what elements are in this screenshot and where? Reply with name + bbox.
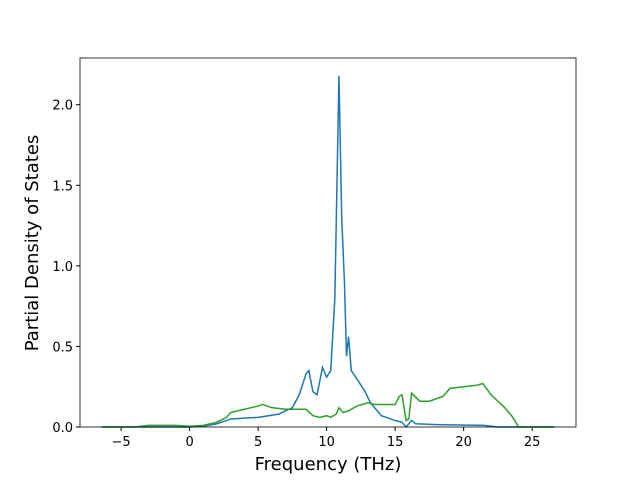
y-axis-label: Partial Density of States <box>22 135 43 352</box>
y-tick-label: 0.5 <box>52 340 73 355</box>
x-tick-label: 20 <box>455 435 472 450</box>
x-tick-label: 0 <box>185 435 193 450</box>
x-tick-label: 25 <box>524 435 541 450</box>
y-tick-label: 1.5 <box>52 179 73 194</box>
y-tick-label: 1.0 <box>52 260 73 275</box>
x-tick-label: 10 <box>318 435 335 450</box>
x-tick-label: −5 <box>112 435 131 450</box>
x-tick-label: 5 <box>254 435 262 450</box>
plot-frame <box>79 57 577 428</box>
line <box>101 382 555 428</box>
y-tick-label: 2.0 <box>52 99 73 114</box>
line <box>101 75 555 429</box>
x-tick-label: 15 <box>387 435 404 450</box>
x-axis-label: Frequency (THz) <box>255 454 402 475</box>
y-tick-label: 0.0 <box>52 421 73 436</box>
